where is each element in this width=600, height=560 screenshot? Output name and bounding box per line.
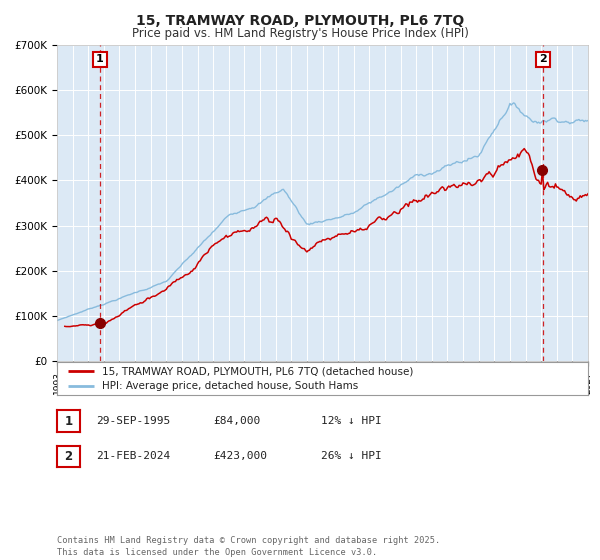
Text: 15, TRAMWAY ROAD, PLYMOUTH, PL6 7TQ (detached house): 15, TRAMWAY ROAD, PLYMOUTH, PL6 7TQ (det… bbox=[102, 366, 413, 376]
Text: 21-FEB-2024: 21-FEB-2024 bbox=[96, 451, 170, 461]
Text: 29-SEP-1995: 29-SEP-1995 bbox=[96, 416, 170, 426]
Text: £84,000: £84,000 bbox=[213, 416, 260, 426]
Text: 2: 2 bbox=[539, 54, 547, 64]
Text: 1: 1 bbox=[64, 414, 73, 428]
Text: Contains HM Land Registry data © Crown copyright and database right 2025.
This d: Contains HM Land Registry data © Crown c… bbox=[57, 536, 440, 557]
Text: 12% ↓ HPI: 12% ↓ HPI bbox=[321, 416, 382, 426]
Text: 1: 1 bbox=[96, 54, 104, 64]
Text: £423,000: £423,000 bbox=[213, 451, 267, 461]
Text: 2: 2 bbox=[64, 450, 73, 463]
Text: 26% ↓ HPI: 26% ↓ HPI bbox=[321, 451, 382, 461]
Text: Price paid vs. HM Land Registry's House Price Index (HPI): Price paid vs. HM Land Registry's House … bbox=[131, 27, 469, 40]
Text: HPI: Average price, detached house, South Hams: HPI: Average price, detached house, Sout… bbox=[102, 381, 358, 391]
Text: 15, TRAMWAY ROAD, PLYMOUTH, PL6 7TQ: 15, TRAMWAY ROAD, PLYMOUTH, PL6 7TQ bbox=[136, 14, 464, 28]
